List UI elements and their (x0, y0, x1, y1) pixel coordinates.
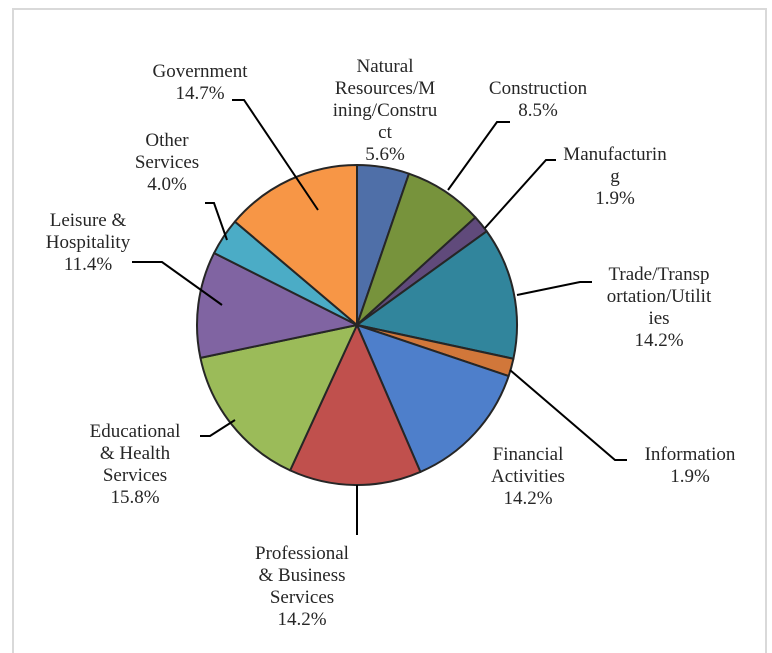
pie-slice-financial-activities (356, 324, 510, 473)
pie-slice-government (233, 164, 358, 326)
data-label-educational-health-services: Educational & Health Services 15.8% (90, 421, 181, 508)
data-label-trade-transportation-utilities: Trade/Transp ortation/Utilit ies 14.2% (607, 264, 712, 351)
data-label-manufacturing: Manufacturin g 1.9% (563, 144, 667, 209)
pie-slice-professional-business-services (289, 324, 422, 486)
data-label-construction: Construction 8.5% (489, 78, 588, 121)
data-label-leisure-hospitality: Leisure & Hospitality 11.4% (46, 210, 131, 275)
data-label-professional-business-services: Professional & Business Services 14.2% (255, 543, 349, 630)
data-label-other-services: Other Services 4.0% (135, 130, 199, 195)
leader-line-construction (447, 121, 510, 191)
leader-line-manufacturing (484, 159, 556, 229)
leader-line-educational-health-services (200, 419, 236, 437)
data-label-natural-resources-mining-construct: Natural Resources/M ining/Constru ct 5.6% (333, 56, 438, 165)
leader-line-information (509, 369, 627, 461)
pie-slice-leisure-hospitality (196, 252, 358, 359)
data-label-government: Government 14.7% (153, 61, 249, 104)
leader-line-other-services (205, 202, 228, 241)
leader-line-trade-transportation-utilities (516, 281, 592, 296)
leader-line-government (232, 99, 319, 211)
data-label-information: Information 1.9% (645, 444, 736, 487)
leader-line-leisure-hospitality (132, 261, 223, 306)
data-label-financial-activities: Financial Activities 14.2% (491, 444, 565, 509)
pie-slice-educational-health-services (199, 324, 358, 472)
pie-slice-trade-transportation-utilities (356, 230, 518, 360)
